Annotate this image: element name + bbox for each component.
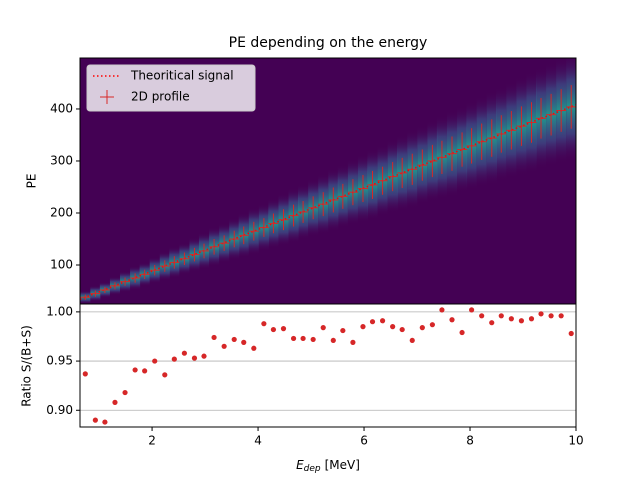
point bbox=[211, 334, 217, 341]
y-tick-label: 1.00 bbox=[46, 304, 73, 318]
point bbox=[82, 371, 88, 377]
point bbox=[320, 325, 326, 331]
x-label-unit: [MeV] bbox=[325, 458, 360, 472]
y-axis-label: Ratio S/(B+S) bbox=[20, 325, 34, 407]
legend: Theoritical signal 2D profile bbox=[86, 64, 256, 112]
x-label-subscript: dep bbox=[304, 464, 321, 474]
x-tick-label: 10 bbox=[568, 434, 583, 448]
axes-frame bbox=[79, 303, 577, 428]
x-tick-label: 8 bbox=[466, 434, 474, 448]
point bbox=[201, 353, 207, 359]
signal-line bbox=[80, 104, 576, 301]
point bbox=[409, 337, 415, 344]
point bbox=[181, 350, 187, 356]
point bbox=[459, 329, 465, 336]
point bbox=[310, 336, 316, 343]
point bbox=[369, 319, 376, 325]
y-axis-label: PE bbox=[25, 174, 39, 189]
legend-label: Theoritical signal bbox=[130, 69, 234, 83]
point bbox=[132, 367, 138, 373]
point bbox=[280, 326, 287, 332]
point bbox=[350, 339, 356, 345]
point bbox=[231, 336, 237, 343]
point bbox=[330, 337, 336, 344]
point bbox=[152, 358, 158, 364]
point bbox=[112, 399, 118, 405]
y-tick-label: 100 bbox=[50, 257, 73, 271]
point bbox=[449, 317, 455, 323]
point bbox=[290, 335, 297, 342]
point bbox=[498, 313, 504, 319]
point bbox=[261, 321, 267, 327]
point bbox=[122, 389, 128, 396]
point bbox=[241, 339, 247, 345]
point bbox=[528, 316, 535, 322]
point bbox=[171, 356, 177, 362]
point bbox=[439, 307, 445, 313]
point bbox=[568, 330, 574, 337]
point bbox=[469, 307, 475, 313]
point bbox=[270, 326, 277, 333]
point bbox=[92, 417, 98, 423]
x-label-symbol: E bbox=[296, 458, 304, 472]
overlay bbox=[80, 85, 576, 301]
point bbox=[251, 345, 257, 351]
point bbox=[548, 313, 554, 319]
legend-label: 2D profile bbox=[131, 90, 190, 104]
point bbox=[479, 313, 485, 319]
point bbox=[102, 419, 108, 425]
x-tick-label: 4 bbox=[254, 434, 262, 448]
point bbox=[300, 335, 306, 342]
x-axis-label: Edep [MeV] bbox=[296, 458, 360, 474]
point bbox=[191, 355, 198, 361]
point bbox=[340, 327, 346, 334]
point bbox=[429, 322, 435, 328]
point bbox=[399, 326, 405, 333]
chart-title: PE depending on the energy bbox=[229, 35, 428, 51]
x-tick-label: 2 bbox=[148, 434, 156, 448]
point bbox=[162, 372, 168, 378]
y-tick-label: 400 bbox=[50, 101, 73, 115]
point bbox=[518, 318, 525, 324]
y-tick-label: 300 bbox=[50, 153, 73, 167]
point bbox=[390, 324, 396, 330]
y-tick-label: 200 bbox=[50, 205, 73, 219]
legend-box bbox=[86, 64, 256, 112]
x-tick-label: 6 bbox=[360, 434, 368, 448]
point bbox=[489, 320, 495, 326]
y-tick-label: 0.95 bbox=[46, 354, 73, 368]
point bbox=[142, 368, 148, 374]
point bbox=[360, 324, 366, 330]
point bbox=[538, 311, 544, 317]
point bbox=[379, 318, 386, 324]
point bbox=[558, 313, 564, 319]
y-tick-label: 0.90 bbox=[46, 403, 73, 417]
point bbox=[419, 325, 425, 331]
point bbox=[221, 343, 227, 349]
point bbox=[508, 316, 514, 322]
